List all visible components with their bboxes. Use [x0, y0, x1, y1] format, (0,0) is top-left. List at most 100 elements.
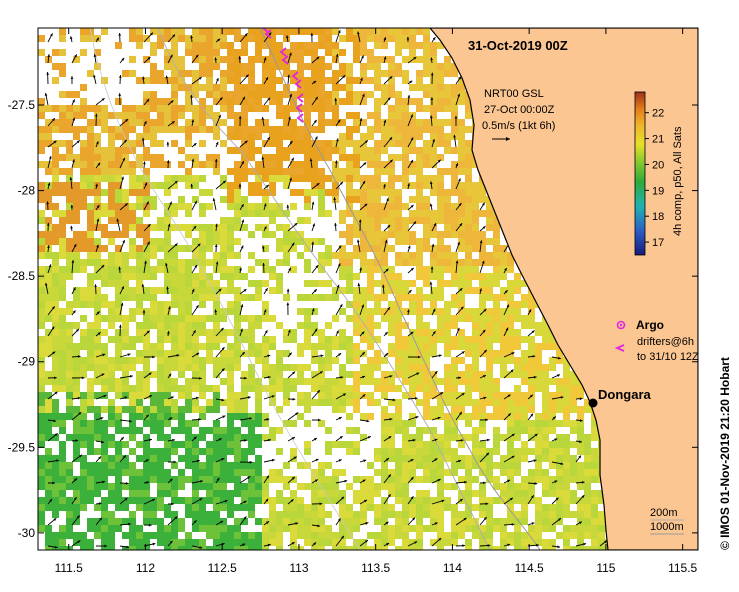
sst-pixel: [164, 329, 171, 336]
sst-pixel: [199, 392, 206, 399]
sst-pixel: [171, 378, 178, 385]
sst-pixel: [381, 266, 388, 273]
sst-pixel: [304, 441, 311, 448]
current-vector: [215, 327, 224, 337]
sst-pixel: [388, 343, 395, 350]
sst-pixel: [73, 490, 80, 497]
sst-pixel: [367, 294, 374, 301]
sst-pixel: [339, 497, 346, 504]
sst-pixel: [276, 427, 283, 434]
land-mass: [429, 28, 698, 550]
sst-pixel: [171, 91, 178, 98]
sst-pixel: [430, 259, 437, 266]
sst-pixel: [360, 189, 367, 196]
sst-pixel: [262, 245, 269, 252]
sst-pixel: [423, 322, 430, 329]
x-tick-label: 115.5: [668, 561, 697, 575]
sst-pixel: [437, 399, 444, 406]
sst-pixel: [66, 182, 73, 189]
sst-pixel: [381, 287, 388, 294]
sst-pixel: [213, 518, 220, 525]
sst-pixel: [199, 273, 206, 280]
sst-pixel: [199, 483, 206, 490]
sst-pixel: [304, 448, 311, 455]
sst-pixel: [472, 385, 479, 392]
sst-pixel: [521, 546, 528, 550]
sst-pixel: [45, 329, 52, 336]
current-vector: [190, 35, 193, 43]
sst-pixel: [171, 70, 178, 77]
current-vector: [71, 159, 75, 169]
sst-pixel: [255, 98, 262, 105]
sst-pixel: [381, 455, 388, 462]
sst-pixel: [409, 119, 416, 126]
sst-pixel: [192, 84, 199, 91]
sst-pixel: [402, 336, 409, 343]
sst-pixel: [73, 441, 80, 448]
sst-pixel: [255, 546, 262, 550]
sst-pixel: [227, 497, 234, 504]
current-vector: [551, 438, 558, 442]
sst-pixel: [395, 42, 402, 49]
sst-pixel: [157, 406, 164, 413]
sst-pixel: [374, 280, 381, 287]
sst-pixel: [346, 63, 353, 70]
current-vector: [47, 245, 50, 253]
sst-pixel: [346, 511, 353, 518]
product-line-1: NRT00 GSL: [484, 88, 544, 100]
sst-pixel: [339, 168, 346, 175]
sst-pixel: [542, 434, 549, 441]
sst-pixel: [94, 301, 101, 308]
current-vector: [215, 477, 220, 484]
sst-pixel: [444, 140, 451, 147]
current-vector: [46, 201, 50, 211]
sst-pixel: [437, 308, 444, 315]
sst-pixel: [115, 147, 122, 154]
sst-pixel: [136, 497, 143, 504]
sst-pixel: [346, 273, 353, 280]
sst-pixel: [248, 252, 255, 259]
sst-pixel: [255, 175, 262, 182]
sst-pixel: [192, 378, 199, 385]
sst-pixel: [437, 182, 444, 189]
sst-pixel: [549, 399, 556, 406]
sst-pixel: [416, 273, 423, 280]
current-vector: [311, 479, 319, 484]
current-vector: [407, 289, 412, 295]
sst-pixel: [87, 539, 94, 546]
current-vector: [311, 288, 318, 295]
sst-pixel: [465, 210, 472, 217]
sst-pixel: [101, 469, 108, 476]
sst-pixel: [549, 364, 556, 371]
sst-pixel: [234, 301, 241, 308]
sst-pixel: [444, 413, 451, 420]
sst-pixel: [185, 133, 192, 140]
sst-pixel: [318, 483, 325, 490]
sst-pixel: [395, 476, 402, 483]
current-vector: [383, 457, 390, 463]
sst-pixel: [248, 203, 255, 210]
sst-pixel: [150, 518, 157, 525]
sst-pixel: [388, 322, 395, 329]
sst-pixel: [423, 399, 430, 406]
sst-pixel: [451, 91, 458, 98]
sst-pixel: [45, 392, 52, 399]
sst-pixel: [283, 35, 290, 42]
sst-pixel: [528, 385, 535, 392]
sst-pixel: [171, 441, 178, 448]
sst-pixel: [290, 329, 297, 336]
current-vector: [71, 99, 76, 106]
sst-pixel: [360, 308, 367, 315]
sst-pixel: [115, 301, 122, 308]
sst-pixel: [311, 378, 318, 385]
current-vector: [455, 76, 462, 85]
sst-pixel: [409, 336, 416, 343]
current-vector: [551, 480, 558, 484]
sst-pixel: [472, 315, 479, 322]
sst-pixel: [360, 182, 367, 189]
sst-pixel: [269, 532, 276, 539]
sst-pixel: [500, 287, 507, 294]
sst-pixel: [108, 518, 115, 525]
sst-pixel: [528, 469, 535, 476]
sst-pixel: [500, 371, 507, 378]
